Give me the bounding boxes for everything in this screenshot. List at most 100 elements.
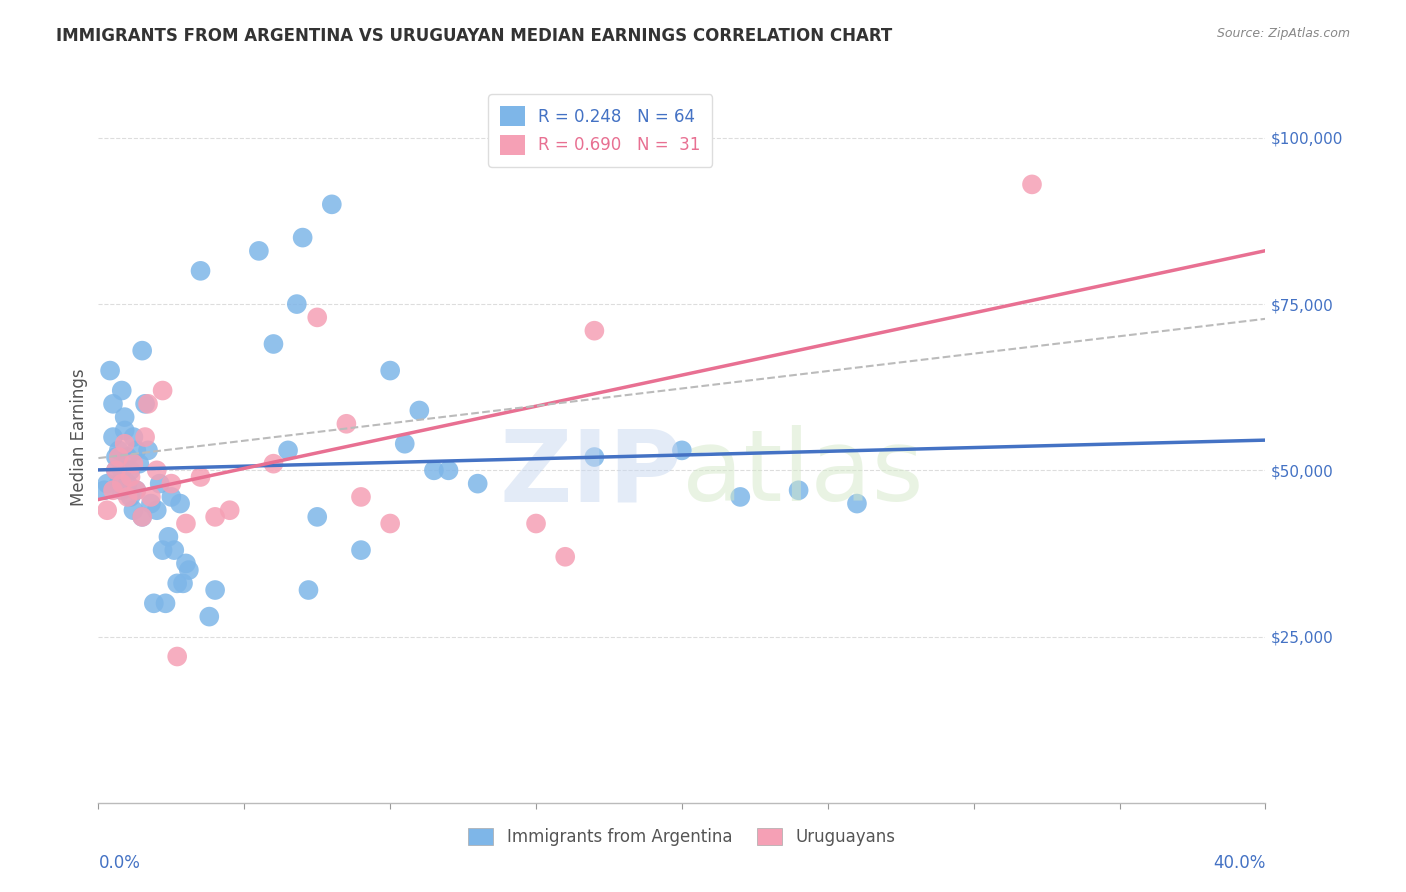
Point [174,557,197,571]
Point [128,457,150,471]
Point [122,430,145,444]
Y-axis label: Median Earnings: Median Earnings [70,368,89,506]
Point [117,476,139,491]
Point [204,582,226,597]
Point [160,490,183,504]
Point [120,463,142,477]
Point [160,476,183,491]
Point [163,543,186,558]
Text: 0.0%: 0.0% [98,854,141,872]
Point [117,490,139,504]
Point [114,436,136,450]
Point [307,509,329,524]
Text: IMMIGRANTS FROM ARGENTINA VS URUGUAYAN MEDIAN EARNINGS CORRELATION CHART: IMMIGRANTS FROM ARGENTINA VS URUGUAYAN M… [56,27,893,45]
Point [157,530,180,544]
Point [350,490,373,504]
Point [380,363,402,377]
Point [131,509,153,524]
Point [125,483,148,498]
Point [247,244,270,258]
Point [111,476,134,491]
Text: ZIP: ZIP [499,425,682,522]
Point [131,509,153,524]
Point [423,463,446,477]
Point [394,436,416,450]
Point [291,230,314,244]
Point [96,503,118,517]
Point [122,457,145,471]
Point [307,310,329,325]
Point [104,450,127,464]
Point [787,483,810,498]
Point [136,443,159,458]
Point [155,596,177,610]
Point [671,443,693,458]
Point [152,543,174,558]
Text: Source: ZipAtlas.com: Source: ZipAtlas.com [1216,27,1350,40]
Point [146,463,169,477]
Point [114,424,136,438]
Point [380,516,402,531]
Point [134,397,156,411]
Point [166,649,188,664]
Point [190,264,212,278]
Point [139,497,162,511]
Point [104,463,127,477]
Point [101,430,124,444]
Point [335,417,357,431]
Point [134,430,156,444]
Point [177,563,200,577]
Point [285,297,308,311]
Point [108,476,131,491]
Text: 40.0%: 40.0% [1213,854,1265,872]
Point [1021,178,1043,192]
Point [104,463,127,477]
Point [583,324,606,338]
Point [117,450,139,464]
Point [114,410,136,425]
Point [467,476,489,491]
Point [120,470,142,484]
Point [111,384,134,398]
Point [277,443,299,458]
Point [262,337,284,351]
Point [172,576,194,591]
Point [152,384,174,398]
Point [142,596,165,610]
Point [846,497,869,511]
Point [149,476,172,491]
Point [131,343,153,358]
Point [524,516,547,531]
Point [204,509,226,524]
Point [262,457,284,471]
Point [146,503,169,517]
Point [111,483,134,498]
Point [101,483,124,498]
Point [297,582,319,597]
Point [108,443,131,458]
Point [169,497,191,511]
Point [437,463,460,477]
Point [98,363,121,377]
Point [122,503,145,517]
Point [554,549,576,564]
Point [111,463,134,477]
Point [408,403,430,417]
Point [120,490,142,504]
Point [108,450,131,464]
Point [166,576,188,591]
Point [136,397,159,411]
Point [190,470,212,484]
Point [730,490,752,504]
Point [96,476,118,491]
Point [198,609,221,624]
Point [125,443,148,458]
Point [583,450,606,464]
Text: atlas: atlas [682,425,924,522]
Point [174,516,197,531]
Point [101,397,124,411]
Point [125,483,148,498]
Point [93,483,115,498]
Legend: Immigrants from Argentina, Uruguayans: Immigrants from Argentina, Uruguayans [461,822,903,853]
Point [350,543,373,558]
